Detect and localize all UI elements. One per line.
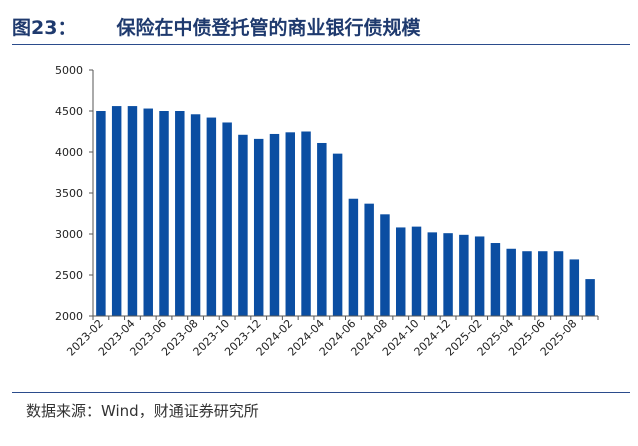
bar-2023-06 <box>159 111 169 316</box>
bar-2024-03 <box>301 131 311 316</box>
data-source: 数据来源：Wind，财通证券研究所 <box>26 402 259 420</box>
y-tick-label: 3500 <box>55 187 83 200</box>
bar-2024-09 <box>396 227 406 316</box>
figure-number: 图23： <box>12 16 77 39</box>
bar-2025-03 <box>490 243 501 316</box>
top-divider <box>12 44 630 45</box>
bar-2024-07 <box>364 203 374 316</box>
bar-2025-05 <box>522 251 532 316</box>
bar-2025-09 <box>585 279 595 316</box>
bar-2023-09 <box>206 117 217 316</box>
bar-2023-03 <box>111 106 122 316</box>
bar-2025-07 <box>553 251 564 316</box>
bar-2023-05 <box>143 108 153 316</box>
bar-2024-05 <box>332 153 343 316</box>
bar-2024-12 <box>443 233 453 316</box>
bar-2024-08 <box>380 214 390 316</box>
bar-2024-11 <box>427 232 438 316</box>
bar-2023-02 <box>96 111 106 316</box>
bar-2025-08 <box>569 259 580 316</box>
y-tick-label: 4500 <box>55 105 83 118</box>
bar-2024-10 <box>411 226 422 316</box>
y-tick-label: 5000 <box>55 64 83 77</box>
bar-2023-12 <box>253 138 264 316</box>
bar-2024-04 <box>317 142 327 316</box>
bar-2023-10 <box>222 122 232 316</box>
bar-chart: 20002500300035004000450050002023-022023-… <box>55 64 599 359</box>
bar-2025-02 <box>474 236 485 316</box>
bar-2023-07 <box>175 111 185 316</box>
y-tick-label: 2500 <box>55 269 83 282</box>
bar-2023-08 <box>190 114 201 316</box>
y-tick-label: 2000 <box>55 310 83 323</box>
bar-2024-01 <box>269 133 280 316</box>
bottom-divider <box>12 392 630 393</box>
y-tick-label: 4000 <box>55 146 83 159</box>
chart-title: 保险在中债登托管的商业银行债规模 <box>116 16 421 39</box>
bar-2023-11 <box>238 134 248 316</box>
bar-2025-04 <box>506 248 516 316</box>
bar-2025-01 <box>459 234 469 316</box>
bar-2025-06 <box>538 251 548 316</box>
figure-title-row: 图23： 保险在中债登托管的商业银行债规模 <box>12 8 420 44</box>
bar-2024-06 <box>348 198 359 316</box>
bar-2024-02 <box>285 132 295 316</box>
y-tick-label: 3000 <box>55 228 83 241</box>
bar-2023-04 <box>127 106 138 316</box>
